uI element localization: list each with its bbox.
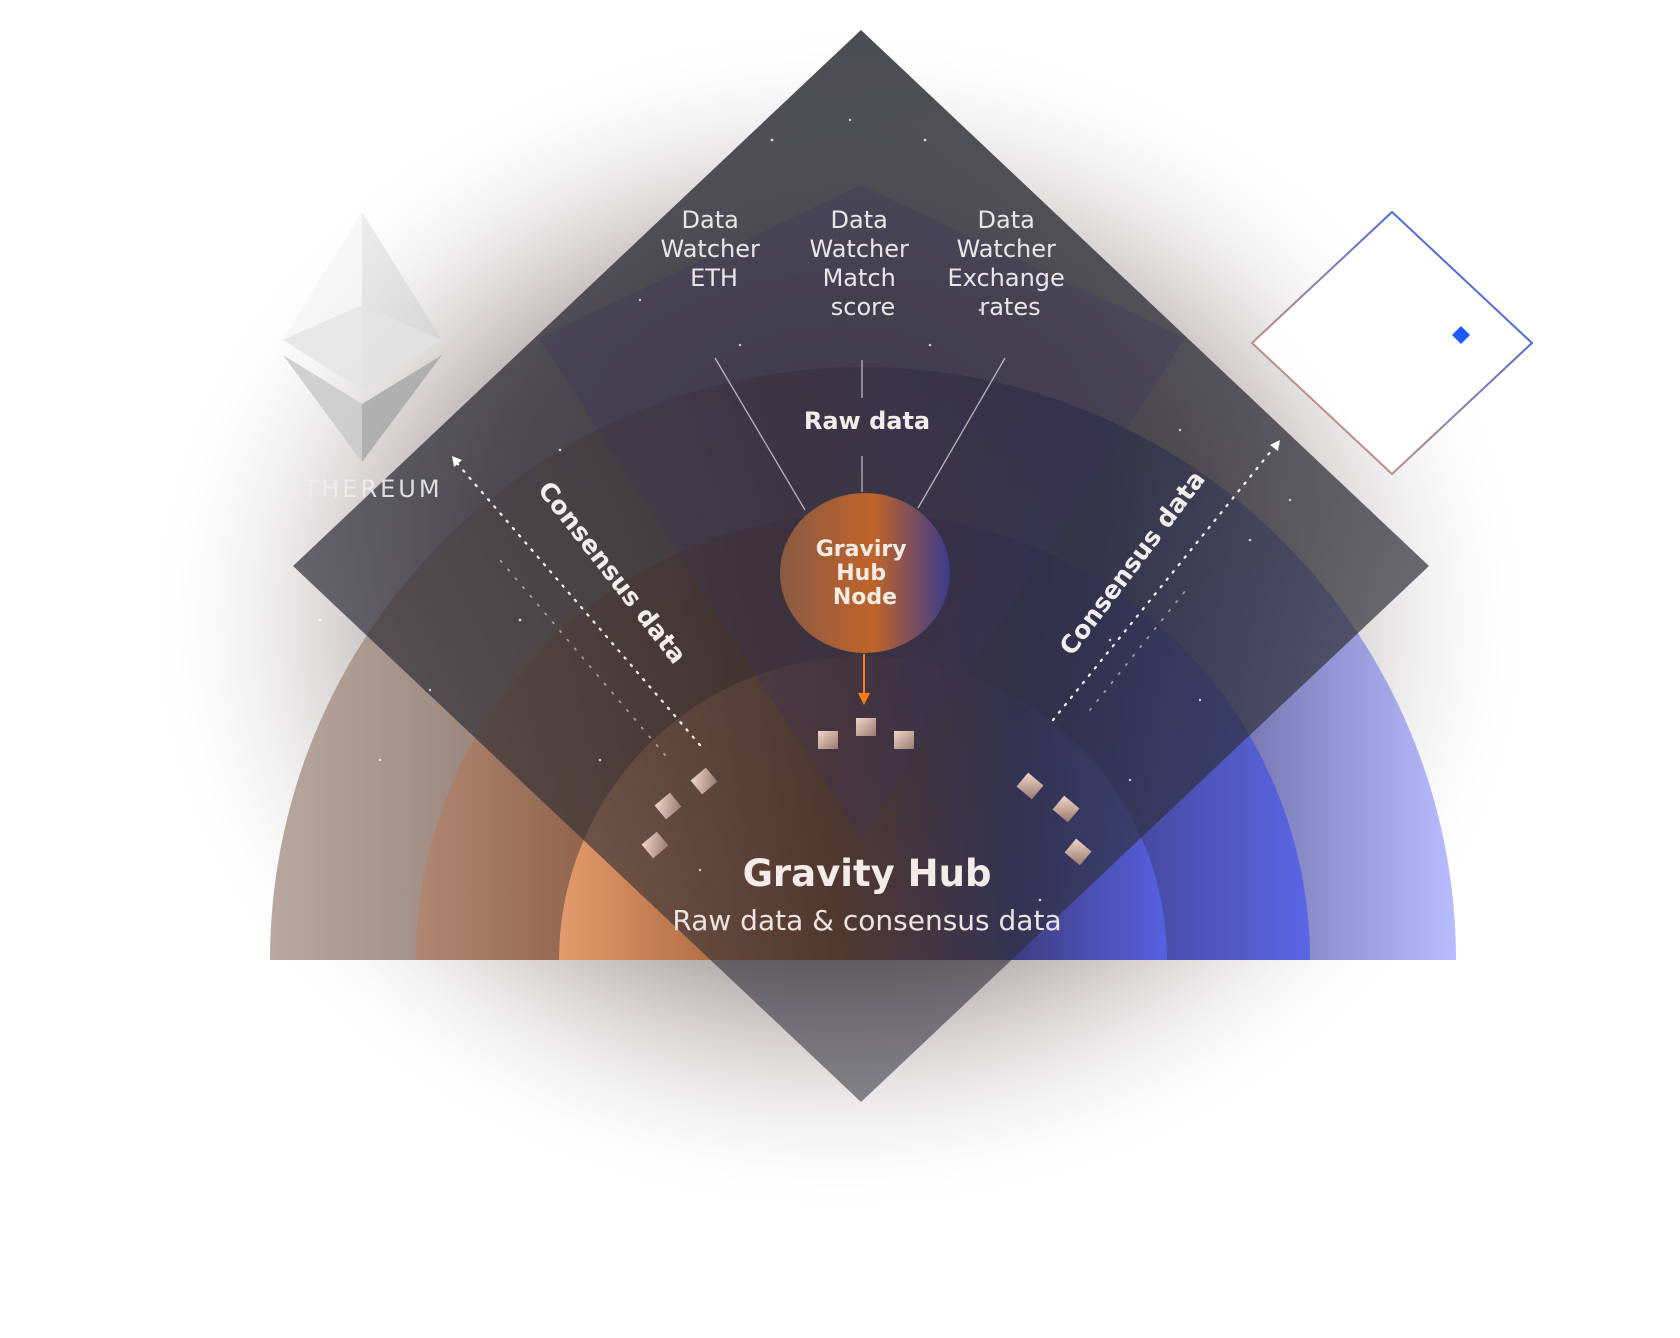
data-block xyxy=(856,718,876,736)
hub-node-label: Graviry Hub Node xyxy=(816,537,915,610)
gravity-hub-title: Gravity Hub xyxy=(743,852,992,895)
data-block xyxy=(641,831,669,859)
watcher-connectors xyxy=(714,357,1006,511)
data-block xyxy=(818,731,838,749)
raw-data-label: Raw data xyxy=(804,407,930,435)
waves-label: waves xyxy=(1325,321,1445,361)
hub-node xyxy=(780,493,950,653)
watcher-match-score-label: Data Watcher Match score xyxy=(810,206,917,321)
watcher-exchange-rates-label: Data Watcher Exchange rates xyxy=(948,206,1073,321)
data-block xyxy=(1064,838,1092,866)
data-block xyxy=(654,792,682,820)
consensus-arrow-left xyxy=(452,456,702,756)
watcher-eth-label: Data Watcher ETH xyxy=(661,206,768,292)
ethereum-label: ETHEREUM xyxy=(285,475,442,503)
gravity-hub-subtitle: Raw data & consensus data xyxy=(672,904,1061,937)
data-block xyxy=(1016,772,1044,800)
data-block xyxy=(690,767,718,795)
star-field xyxy=(318,118,1292,902)
data-blocks xyxy=(641,718,1092,866)
ethereum-logo xyxy=(283,212,442,462)
consensus-arrow-right xyxy=(1051,440,1280,722)
data-block xyxy=(1052,795,1080,823)
waves-diamond-icon xyxy=(1452,326,1470,344)
node-down-arrow xyxy=(858,654,870,705)
waves-logo xyxy=(1251,211,1533,475)
data-block xyxy=(894,731,914,749)
